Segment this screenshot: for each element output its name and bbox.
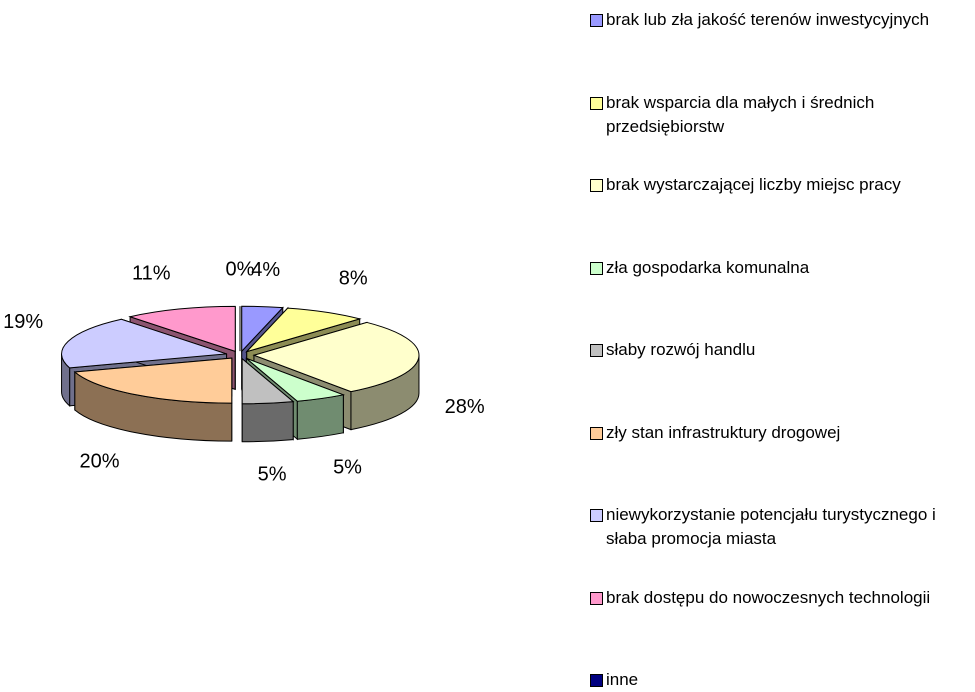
legend-item: zły stan infrastruktury drogowej <box>590 421 970 445</box>
legend-item: słaby rozwój handlu <box>590 338 970 362</box>
slice <box>61 318 227 369</box>
slice <box>252 321 420 393</box>
slice <box>241 305 284 353</box>
legend-item: zła gospodarka komunalna <box>590 256 970 280</box>
legend-item: brak wystarczającej liczby miejsc pracy <box>590 173 970 197</box>
legend-swatch <box>590 344 603 357</box>
legend-swatch <box>590 674 603 687</box>
slice <box>73 357 233 404</box>
legend-swatch <box>590 96 603 110</box>
slice-side <box>241 401 294 443</box>
legend-swatch <box>590 509 603 522</box>
slice-tops <box>61 305 420 405</box>
legend-swatch <box>590 261 603 275</box>
legend-label: zła gospodarka komunalna <box>606 257 810 277</box>
slice <box>245 307 362 353</box>
legend-label: brak dostępu do nowoczesnych technologii <box>606 587 931 607</box>
legend-item: brak wsparcia dla małych i średnich prze… <box>590 91 970 139</box>
slice-side <box>296 394 344 440</box>
data-label: 5% <box>333 456 362 478</box>
legend-label: niewykorzystanie potencjału turystyczneg… <box>606 505 936 548</box>
legend-item: niewykorzystanie potencjału turystyczneg… <box>590 503 970 551</box>
data-label: 4% <box>251 259 280 281</box>
legend-item: brak dostępu do nowoczesnych technologii <box>590 586 970 610</box>
data-label: 0% <box>226 258 255 280</box>
data-label: 11% <box>132 263 171 285</box>
legend-swatch <box>590 179 603 192</box>
data-label: 5% <box>258 463 287 485</box>
legend-swatch <box>590 14 603 27</box>
slice <box>128 305 236 353</box>
legend-label: brak wsparcia dla małych i średnich prze… <box>606 92 875 136</box>
legend-swatch <box>590 591 603 605</box>
legend-label: inne <box>606 670 639 689</box>
data-label: 20% <box>79 450 119 472</box>
legend-swatch <box>590 426 603 440</box>
chart: 4% 8% 28% 5% 5% 20% 19% 11% 0% <box>3 258 485 485</box>
legend-label: słaby rozwój handlu <box>606 340 756 359</box>
legend-label: brak lub zła jakość terenów inwestycyjny… <box>606 10 930 29</box>
slice <box>241 357 295 405</box>
slice <box>246 357 346 402</box>
legend-label: zły stan infrastruktury drogowej <box>606 422 841 442</box>
data-label: 8% <box>339 267 368 289</box>
data-label: 28% <box>445 396 485 418</box>
legend-item: brak lub zła jakość terenów inwestycyjny… <box>590 8 970 32</box>
data-label: 19% <box>3 311 43 333</box>
legend-label: brak wystarczającej liczby miejsc pracy <box>606 175 901 194</box>
legend-item: inne <box>590 668 970 692</box>
